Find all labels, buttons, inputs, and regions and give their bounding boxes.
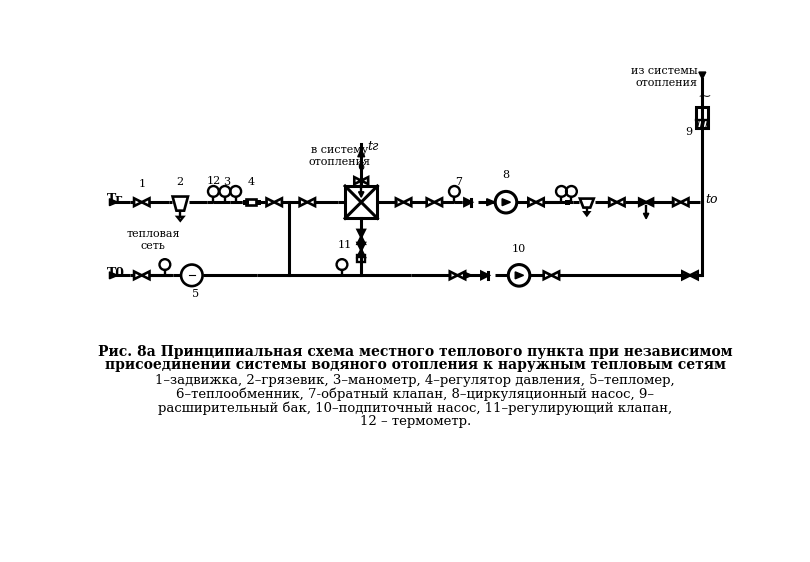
Text: 10: 10 [512,244,526,254]
Text: 1–задвижка, 2–грязевик, 3–манометр, 4–регулятор давления, 5–тепломер,: 1–задвижка, 2–грязевик, 3–манометр, 4–ре… [156,374,675,387]
Text: 12 – термометр.: 12 – термометр. [360,415,471,428]
Text: расширительный бак, 10–подпиточный насос, 11–регулирующий клапан,: расширительный бак, 10–подпиточный насос… [158,402,672,415]
Polygon shape [515,272,523,279]
Polygon shape [109,199,117,206]
Text: 5: 5 [192,289,199,299]
Text: 11: 11 [337,241,352,251]
Polygon shape [699,72,706,79]
Text: Тг: Тг [107,193,124,206]
Text: 3: 3 [223,177,230,187]
Polygon shape [481,272,488,279]
Text: tг: tг [368,140,379,153]
Bar [565,200,570,205]
Text: присоединении системы водяного отопления к наружным тепловым сетям: присоединении системы водяного отопления… [104,359,726,373]
Text: 12: 12 [207,176,220,185]
Polygon shape [358,150,364,157]
Text: тепловая
сеть: тепловая сеть [126,229,180,251]
Text: 2: 2 [177,177,184,187]
Text: 6–теплообменник, 7-обратный клапан, 8–циркуляционный насос, 9–: 6–теплообменник, 7-обратный клапан, 8–ци… [176,388,654,401]
Text: ~: ~ [697,87,712,103]
Polygon shape [487,199,495,206]
Bar [244,200,249,205]
Text: 8: 8 [502,170,509,179]
Text: 6: 6 [358,162,364,172]
Text: to: to [706,193,718,206]
Polygon shape [359,192,364,197]
Text: из системы
отопления: из системы отопления [631,66,697,88]
Text: 9: 9 [685,127,692,137]
Polygon shape [109,272,117,279]
Bar [357,255,365,262]
Bar [246,199,256,205]
Polygon shape [502,199,510,206]
Bar [696,107,709,128]
Text: в систему
отопления: в систему отопления [309,145,371,167]
Polygon shape [463,272,472,279]
Text: 1: 1 [139,179,145,189]
Text: Рис. 8а Принципиальная схема местного теплового пункта при независимом: Рис. 8а Принципиальная схема местного те… [98,345,732,359]
Bar [345,186,377,219]
Bar [256,200,261,205]
Text: 7: 7 [455,177,463,187]
Polygon shape [464,199,471,206]
Polygon shape [643,214,649,219]
Text: 4: 4 [248,177,254,187]
Text: Т0: Т0 [107,266,125,279]
